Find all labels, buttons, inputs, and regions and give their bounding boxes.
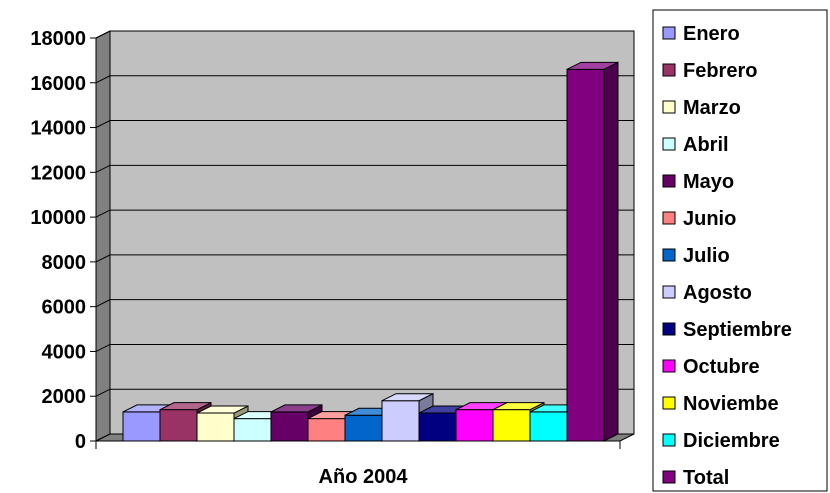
y-tick-label: 18000 — [30, 28, 86, 50]
legend-item: Junio — [662, 208, 736, 230]
legend-item: Marzo — [662, 97, 741, 119]
legend-item: Enero — [662, 23, 740, 45]
gridline — [95, 120, 634, 129]
legend-label: Enero — [683, 23, 740, 45]
legend-label: Mayo — [683, 171, 734, 193]
bar-front — [492, 409, 531, 442]
bar-top — [566, 61, 619, 70]
bar-front — [344, 414, 383, 442]
legend-label: Septiembre — [683, 319, 792, 341]
legend-swatch — [662, 470, 676, 484]
legend-item: Febrero — [662, 60, 757, 82]
legend-swatch — [662, 137, 676, 151]
legend-item: Diciembre — [662, 430, 780, 452]
bar-front — [307, 418, 346, 442]
legend-swatch — [662, 433, 676, 447]
gridline — [95, 30, 634, 39]
legend-box — [652, 9, 828, 492]
y-tick-label: 6000 — [42, 297, 87, 319]
legend-label: Agosto — [683, 282, 752, 304]
legend: Enero Febrero Marzo Abril Mayo Junio Julio Agos… — [652, 9, 828, 492]
legend-label: Total — [683, 467, 729, 489]
bar-front — [418, 412, 457, 442]
legend-swatch — [662, 359, 676, 373]
gridline — [95, 164, 634, 173]
legend-item: Octubre — [662, 356, 760, 378]
legend-swatch — [662, 100, 676, 114]
gridline — [95, 388, 634, 397]
y-tick-label: 8000 — [42, 252, 87, 274]
back-wall — [109, 30, 635, 435]
legend-label: Noviembe — [683, 393, 779, 415]
legend-swatch — [662, 322, 676, 336]
y-tick-label: 0 — [75, 431, 86, 453]
legend-item: Noviembe — [662, 393, 779, 415]
bar-side — [603, 61, 619, 442]
legend-swatch — [662, 285, 676, 299]
bar-front — [566, 68, 605, 442]
side-wall — [95, 30, 111, 442]
legend-label: Febrero — [683, 60, 757, 82]
legend-swatch — [662, 248, 676, 262]
bar-top — [196, 405, 249, 414]
legend-item: Abril — [662, 134, 729, 156]
y-tick-label: 2000 — [42, 386, 87, 408]
legend-swatch — [662, 63, 676, 77]
gridline — [95, 299, 634, 308]
bar-total — [566, 61, 619, 442]
legend-label: Abril — [683, 134, 729, 156]
bar-front — [270, 411, 309, 442]
gridline — [95, 254, 634, 263]
bar-top — [492, 402, 545, 411]
bar-front — [233, 418, 272, 442]
legend-item: Septiembre — [662, 319, 792, 341]
legend-swatch — [662, 396, 676, 410]
legend-swatch — [662, 211, 676, 225]
bar-top — [270, 404, 323, 413]
legend-item: Agosto — [662, 282, 752, 304]
legend-swatch — [662, 26, 676, 40]
bar-top — [159, 402, 212, 411]
bar-front — [455, 409, 494, 442]
legend-item: Mayo — [662, 171, 734, 193]
y-tick-label: 14000 — [30, 118, 86, 140]
gridline — [95, 343, 634, 352]
gridlines — [95, 30, 634, 397]
gridline — [95, 75, 634, 84]
legend-label: Octubre — [683, 356, 760, 378]
legend-swatch — [662, 174, 676, 188]
y-tick-label: 16000 — [30, 73, 86, 95]
bar-front — [122, 411, 161, 442]
legend-item: Julio — [662, 245, 730, 267]
bar-front — [196, 412, 235, 442]
y-tick-label: 12000 — [30, 162, 86, 184]
y-axis-ticks: 0 2000 4000 6000 8000 10000 12000 14000 16000 180… — [30, 28, 86, 453]
legend-label: Marzo — [683, 97, 741, 119]
bars — [122, 61, 619, 442]
gridline — [95, 209, 634, 218]
x-axis-label: Año 2004 — [319, 466, 409, 488]
bar-top — [381, 393, 434, 402]
legend-label: Diciembre — [683, 430, 780, 452]
bar-front — [381, 400, 420, 442]
legend-label: Julio — [683, 245, 730, 267]
legend-label: Junio — [683, 208, 736, 230]
y-tick-label: 4000 — [42, 341, 87, 363]
plot-area — [95, 30, 635, 442]
y-tick-label: 10000 — [30, 207, 86, 229]
legend-item: Total — [662, 467, 729, 489]
bar-front — [159, 409, 198, 442]
bar-front — [529, 411, 568, 442]
